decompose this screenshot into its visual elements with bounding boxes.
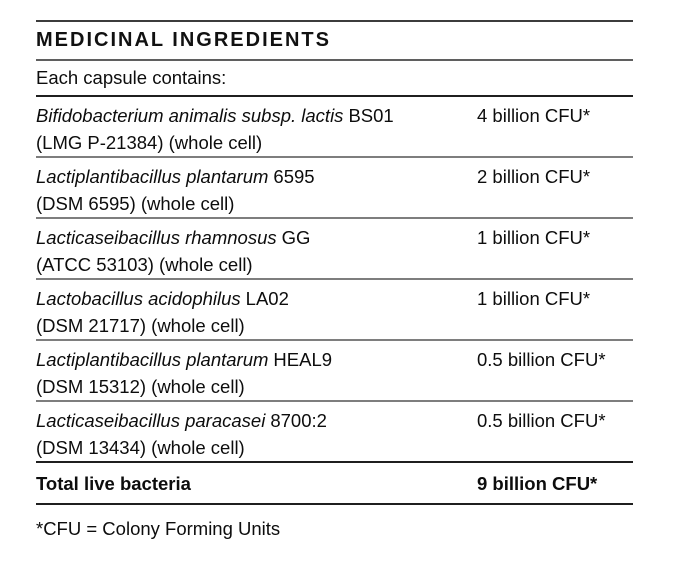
section-title-row: MEDICINAL INGREDIENTS <box>36 22 633 59</box>
ingredient-details: (LMG P-21384) (whole cell) <box>36 132 263 153</box>
ingredient-name: Lactobacillus acidophilus LA02 (DSM 21717… <box>36 285 477 339</box>
ingredient-strain: GG <box>281 227 311 248</box>
ingredient-details: (DSM 15312) (whole cell) <box>36 376 245 397</box>
ingredient-scientific-name: Lacticaseibacillus paracasei <box>36 410 266 431</box>
cfu-footnote: *CFU = Colony Forming Units <box>36 518 281 539</box>
ingredient-scientific-name: Bifidobacterium animalis subsp. lactis <box>36 105 344 126</box>
ingredient-strain: BS01 <box>348 105 394 126</box>
ingredient-strain: LA02 <box>245 288 289 309</box>
ingredient-amount: 4 billion CFU* <box>477 105 591 126</box>
ingredient-details: (DSM 21717) (whole cell) <box>36 315 245 336</box>
table-row: Lacticaseibacillus paracasei 8700:2 (DSM … <box>36 402 633 463</box>
table-row: Lacticaseibacillus rhamnosus GG (ATCC 531… <box>36 219 633 280</box>
ingredient-amount: 2 billion CFU* <box>477 166 591 187</box>
total-amount: 9 billion CFU* <box>477 473 598 494</box>
ingredient-name: Lactiplantibacillus plantarum 6595 (DSM 6… <box>36 163 477 217</box>
total-label: Total live bacteria <box>36 473 191 494</box>
ingredient-name: Lactiplantibacillus plantarum HEAL9 (DSM … <box>36 346 477 400</box>
ingredient-scientific-name: Lactiplantibacillus plantarum <box>36 349 269 370</box>
table-row: Lactiplantibacillus plantarum 6595 (DSM 6… <box>36 158 633 219</box>
ingredient-strain: HEAL9 <box>273 349 333 370</box>
medicinal-ingredients-table: MEDICINAL INGREDIENTS Each capsule conta… <box>36 20 633 541</box>
ingredient-scientific-name: Lactobacillus acidophilus <box>36 288 241 309</box>
ingredient-name: Bifidobacterium animalis subsp. lactis BS… <box>36 102 477 156</box>
ingredient-details: (DSM 6595) (whole cell) <box>36 193 235 214</box>
table-row: Lactobacillus acidophilus LA02 (DSM 21717… <box>36 280 633 341</box>
total-row: Total live bacteria 9 billion CFU* <box>36 463 633 505</box>
ingredient-strain: 6595 <box>273 166 315 187</box>
ingredient-scientific-name: Lacticaseibacillus rhamnosus <box>36 227 277 248</box>
subtitle-text: Each capsule contains: <box>36 67 227 88</box>
table-row: Bifidobacterium animalis subsp. lactis BS… <box>36 97 633 158</box>
subtitle-underline-rule <box>36 95 633 97</box>
table-row: Lactiplantibacillus plantarum HEAL9 (DSM … <box>36 341 633 402</box>
ingredient-strain: 8700:2 <box>270 410 327 431</box>
ingredient-details: (DSM 13434) (whole cell) <box>36 437 245 458</box>
ingredient-amount: 0.5 billion CFU* <box>477 349 606 370</box>
ingredient-amount: 1 billion CFU* <box>477 288 591 309</box>
section-title: MEDICINAL INGREDIENTS <box>36 29 331 51</box>
top-rule <box>36 20 633 22</box>
ingredient-name: Lacticaseibacillus paracasei 8700:2 (DSM … <box>36 407 477 461</box>
ingredient-amount: 0.5 billion CFU* <box>477 410 606 431</box>
ingredient-amount: 1 billion CFU* <box>477 227 591 248</box>
title-underline-rule <box>36 59 633 61</box>
subtitle-row: Each capsule contains: <box>36 61 633 95</box>
ingredient-name: Lacticaseibacillus rhamnosus GG (ATCC 531… <box>36 224 477 278</box>
ingredient-scientific-name: Lactiplantibacillus plantarum <box>36 166 269 187</box>
ingredient-details: (ATCC 53103) (whole cell) <box>36 254 253 275</box>
